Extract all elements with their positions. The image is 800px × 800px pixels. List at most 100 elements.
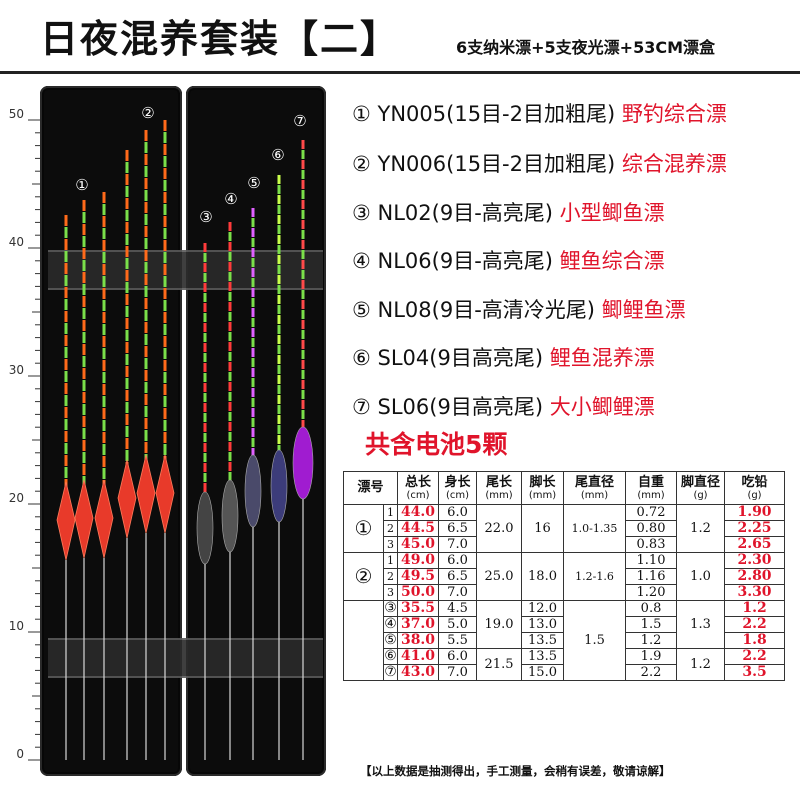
cell-total: 44.0 (397, 504, 440, 521)
row-no: 3 (382, 536, 399, 553)
ruler-label: 20 (9, 491, 24, 505)
page-subtitle: 6支纳米漂+5支夜光漂+53CM漂盒 (456, 38, 716, 57)
cell-lead: 3.5 (724, 664, 786, 681)
battery-note: 共含电池5颗 (365, 430, 508, 459)
float-number-label: ⑤ (247, 174, 260, 192)
col-header-foot-dia: 脚直径 (g) (676, 471, 726, 505)
day-float (94, 192, 114, 760)
cell-lead: 2.25 (724, 520, 786, 537)
model-num: ③ (352, 201, 371, 225)
col-header-weight: 自重 (mm) (625, 471, 678, 505)
model-name: 小型鲫鱼漂 (559, 201, 665, 225)
model-code: NL08(9目-高清冷光尾) (377, 298, 595, 322)
model-name: 野钓综合漂 (621, 102, 727, 126)
cell-total: 49.5 (397, 568, 440, 585)
float-number-label: ④ (224, 190, 237, 208)
night-float (270, 175, 288, 760)
cell-weight: 0.8 (625, 600, 678, 617)
model-line-6: ⑥ SL04(9目高亮尾) 鲤鱼混养漂 (352, 342, 655, 372)
cell-total: 44.5 (397, 520, 440, 537)
cell-foot: 16 (521, 504, 565, 553)
cell-body: 4.5 (438, 600, 478, 617)
row-no: ③ (382, 600, 399, 617)
model-name: 鲫鲤鱼漂 (601, 298, 686, 322)
cell-body: 6.5 (438, 568, 478, 585)
cell-body: 6.0 (438, 504, 478, 521)
cell-tail-dia: 1.0-1.35 (563, 504, 627, 553)
cell-foot: 13.5 (521, 632, 565, 649)
table-header-row: 漂号 总长 (cm) 身长 (cm) 尾长 (mm) 脚长 (mm) 尾直径 (mm) 自… (342, 471, 786, 505)
cell-lead: 2.2 (724, 648, 786, 665)
model-num: ② (352, 152, 371, 176)
model-line-5: ⑤ NL08(9目-高清冷光尾) 鲫鲤鱼漂 (352, 294, 686, 324)
day-float (117, 150, 137, 760)
group-label: ① (343, 504, 384, 553)
table-row: 2 49.5 6.5 1.16 2.80 (344, 568, 786, 585)
cell-lead: 2.30 (724, 552, 786, 569)
day-float (155, 120, 175, 760)
model-num: ④ (352, 249, 371, 273)
case-clip-top (48, 250, 323, 290)
cell-lead: 3.30 (724, 584, 786, 601)
model-num: ⑦ (352, 395, 371, 419)
case-clip-bottom (48, 638, 323, 678)
row-no: 1 (382, 552, 399, 569)
table-row: ⑦ 43.0 7.0 15.0 2.2 3.5 (344, 664, 786, 681)
group-label: ② (343, 552, 384, 601)
row-no: ⑤ (382, 632, 399, 649)
cell-tail-dia: 1.2-1.6 (563, 552, 627, 601)
cell-tail: 22.0 (476, 504, 523, 553)
cell-foot: 13.0 (521, 616, 565, 633)
cell-total: 43.0 (397, 664, 440, 681)
cell-tail: 19.0 (476, 600, 523, 649)
page-title: 日夜混养套装【二】 (40, 17, 401, 61)
table-row: ② 1 49.0 6.0 25.0 18.0 1.2-1.6 1.10 1.0 … (343, 552, 786, 601)
model-num: ⑥ (352, 346, 371, 370)
cell-tail-dia: 1.5 (563, 600, 627, 681)
model-line-1: ① YN005(15目-2目加粗尾) 野钓综合漂 (352, 98, 727, 128)
cell-body: 6.0 (438, 552, 478, 569)
float-number-label: ③ (199, 208, 212, 226)
float-number-label: ⑥ (271, 146, 284, 164)
table-row: ⑤ 38.0 5.5 13.5 1.2 1.8 (344, 632, 786, 649)
cell-lead: 1.8 (724, 632, 786, 649)
cell-total: 50.0 (397, 584, 440, 601)
model-line-4: ④ NL06(9目-高亮尾) 鲤鱼综合漂 (352, 245, 665, 275)
cell-weight: 1.16 (625, 568, 678, 585)
float-number-label: ② (141, 104, 154, 122)
col-header-tail: 尾长 (mm) (476, 471, 523, 505)
cell-tail: 21.5 (476, 648, 523, 681)
cell-lead: 1.90 (724, 504, 786, 521)
row-no: 3 (382, 584, 399, 601)
col-header-tail-dia: 尾直径 (mm) (563, 471, 627, 505)
row-no: ⑦ (382, 664, 399, 681)
cell-foot-dia: 1.0 (676, 552, 726, 601)
float-number-label: ① (75, 176, 88, 194)
day-float (136, 130, 156, 760)
cell-foot: 15.0 (521, 664, 565, 681)
cell-weight: 0.80 (625, 520, 678, 537)
cell-total: 49.0 (397, 552, 440, 569)
model-num: ⑤ (352, 298, 371, 322)
model-code: SL06(9目高亮尾) (377, 395, 544, 419)
day-float (56, 215, 76, 760)
cell-body: 7.0 (438, 536, 478, 553)
model-code: SL04(9目高亮尾) (377, 346, 544, 370)
cell-weight: 0.72 (625, 504, 678, 521)
cell-lead: 1.2 (724, 600, 786, 617)
cell-foot-dia: 1.3 (676, 600, 726, 649)
cell-body: 6.5 (438, 520, 478, 537)
ruler-label: 10 (9, 619, 24, 633)
model-code: NL06(9目-高亮尾) (377, 249, 553, 273)
cell-foot-dia: 1.2 (676, 504, 726, 553)
cell-weight: 1.5 (625, 616, 678, 633)
row-no: 2 (382, 520, 399, 537)
cell-foot: 13.5 (521, 648, 565, 665)
ruler-label: 50 (9, 107, 24, 121)
cell-tail: 25.0 (476, 552, 523, 601)
cell-total: 45.0 (397, 536, 440, 553)
header-divider (0, 71, 800, 74)
col-header-foot: 脚长 (mm) (521, 471, 565, 505)
cell-weight: 1.20 (625, 584, 678, 601)
